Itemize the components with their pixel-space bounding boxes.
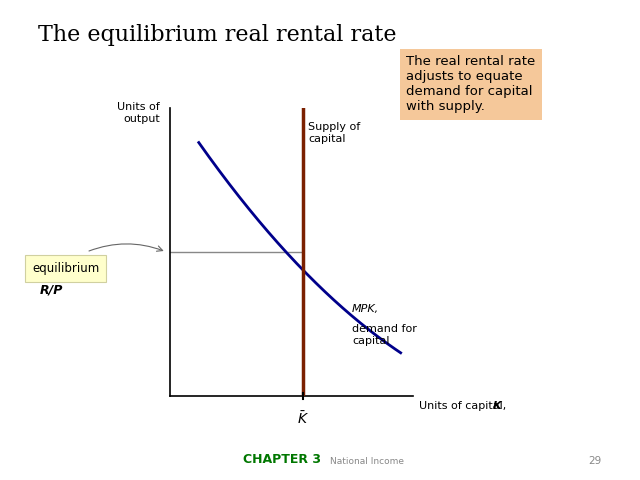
- Text: $\bar{K}$: $\bar{K}$: [298, 410, 309, 427]
- Text: equilibrium: equilibrium: [32, 262, 99, 276]
- Text: Units of
output: Units of output: [117, 102, 160, 124]
- Text: National Income: National Income: [330, 456, 404, 466]
- Text: The real rental rate
adjusts to equate
demand for capital
with supply.: The real rental rate adjusts to equate d…: [406, 55, 536, 113]
- Text: Units of capital,: Units of capital,: [419, 401, 510, 411]
- Text: MPK,: MPK,: [352, 304, 379, 314]
- Text: 29: 29: [588, 456, 602, 466]
- Text: Supply of
capital: Supply of capital: [308, 122, 360, 144]
- Text: demand for
capital: demand for capital: [352, 324, 417, 346]
- Text: The equilibrium real rental rate: The equilibrium real rental rate: [38, 24, 397, 46]
- Text: CHAPTER 3: CHAPTER 3: [243, 453, 321, 466]
- Text: R/P: R/P: [40, 284, 63, 297]
- Text: K: K: [493, 401, 501, 411]
